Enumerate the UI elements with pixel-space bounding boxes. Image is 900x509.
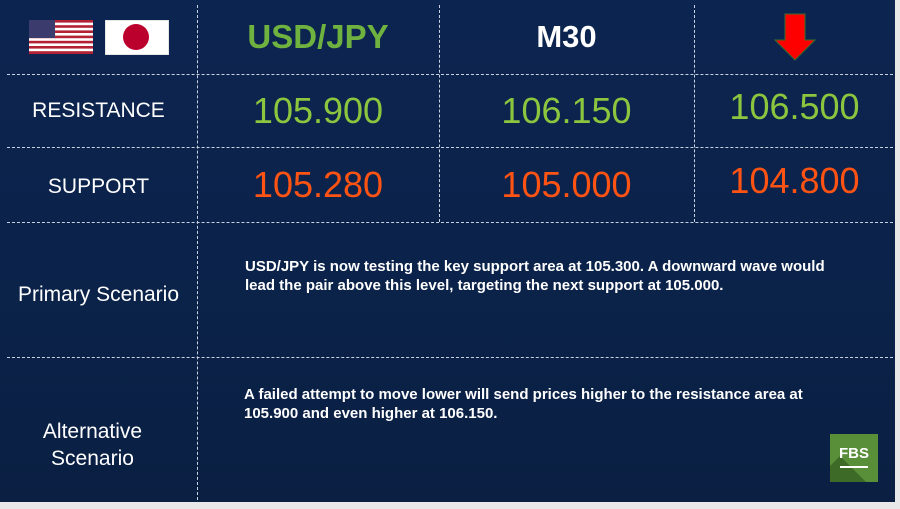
divider	[694, 5, 695, 222]
primary-scenario-text: USD/JPY is now testing the key support a…	[245, 258, 825, 294]
divider	[197, 5, 198, 500]
divider	[439, 5, 440, 222]
arrow-down-icon	[773, 13, 816, 61]
primary-scenario-label: Primary Scenario	[17, 283, 180, 306]
timeframe: M30	[536, 19, 597, 54]
support-value-3: 104.800	[729, 159, 860, 201]
resistance-value-3: 106.500	[729, 85, 860, 127]
alternative-scenario-label: Alternative Scenario	[42, 420, 143, 470]
support-value-1: 105.280	[252, 163, 384, 205]
divider	[7, 357, 893, 358]
resistance-value-2: 106.150	[501, 89, 632, 131]
support-label: SUPPORT	[47, 174, 150, 198]
flags	[0, 0, 197, 74]
alternative-scenario-text: A failed attempt to move lower will send…	[244, 386, 803, 422]
currency-pair: USD/JPY	[247, 18, 389, 55]
fbs-logo: FBS	[830, 434, 878, 482]
japan-flag-icon	[104, 19, 169, 55]
divider	[7, 147, 893, 148]
direction	[694, 0, 895, 74]
support-value-2: 105.000	[501, 163, 632, 205]
resistance-label: RESISTANCE	[32, 98, 165, 122]
us-flag-icon	[28, 20, 93, 54]
divider	[7, 74, 893, 75]
resistance-value-1: 105.900	[252, 89, 384, 131]
divider	[7, 222, 893, 223]
